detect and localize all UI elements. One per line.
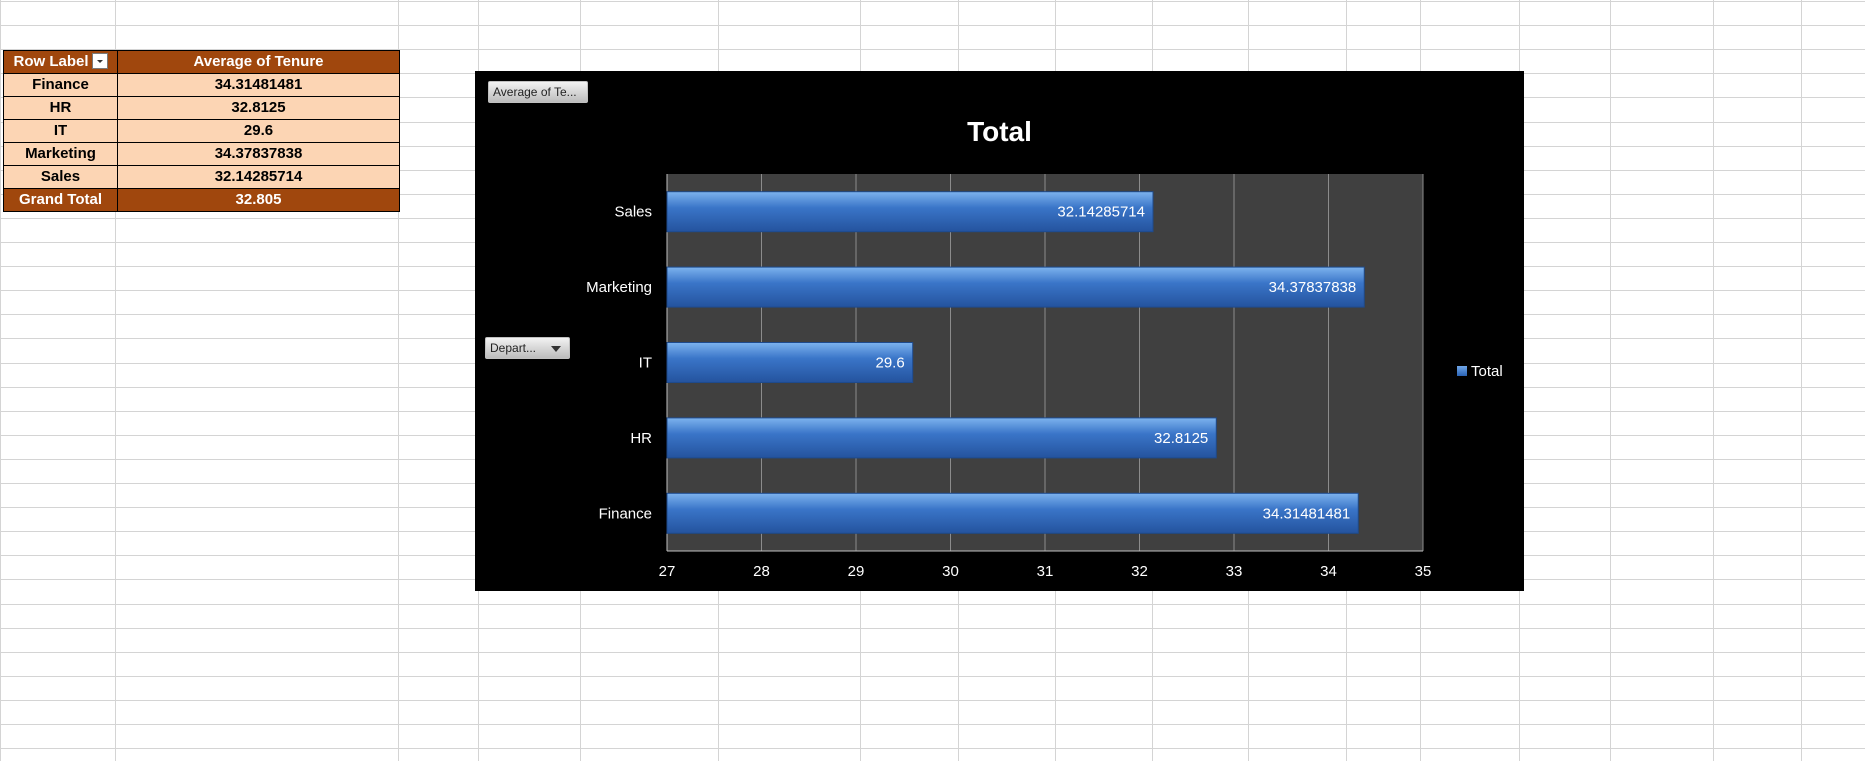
bar-it[interactable]: [666, 342, 914, 383]
chart-legend: Total: [1457, 363, 1503, 380]
measure-field-button[interactable]: Average of Te...: [488, 81, 588, 103]
pivot-row-label: Sales: [3, 165, 118, 189]
department-field-label: Depart...: [490, 341, 537, 355]
value-header: Average of Tenure: [117, 50, 400, 74]
legend-label: Total: [1471, 363, 1503, 380]
bar-plot: 27 28 29 30 31 32 33 34 35 34.31481481 Finance 32.8…: [586, 174, 1432, 580]
bar-sales[interactable]: [666, 191, 1154, 233]
pivot-chart[interactable]: Total 27 28 29 30 31 32 33 34 35 34.31481481 Finan…: [475, 71, 1524, 591]
pivot-row: HR 32.8125: [3, 96, 400, 120]
grand-total-row: Grand Total 32.805: [3, 188, 400, 212]
pivot-row-label: HR: [3, 96, 118, 120]
pivot-row: IT 29.6: [3, 119, 400, 143]
x-tick-label: 33: [1226, 563, 1243, 580]
legend-swatch: [1457, 366, 1467, 377]
grand-total-label: Grand Total: [3, 188, 118, 212]
pivot-row: Marketing 34.37837838: [3, 142, 400, 166]
data-label: 32.14285714: [1057, 204, 1145, 221]
row-label-header-text: Row Label: [13, 53, 89, 70]
category-label: HR: [630, 430, 652, 447]
pivot-table: Row Label Average of Tenure Finance 34.3…: [3, 50, 400, 212]
x-tick-label: 32: [1131, 563, 1148, 580]
x-tick-label: 34: [1320, 563, 1337, 580]
data-label: 29.6: [875, 355, 904, 372]
x-tick-label: 28: [753, 563, 770, 580]
pivot-row: Finance 34.31481481: [3, 73, 400, 97]
chart-title: Total: [967, 116, 1032, 147]
x-tick-label: 27: [659, 563, 676, 580]
row-label-header: Row Label: [3, 50, 118, 74]
x-tick-label: 30: [942, 563, 959, 580]
pivot-row-label: Finance: [3, 73, 118, 97]
pivot-row-label: IT: [3, 119, 118, 143]
x-tick-label: 31: [1037, 563, 1054, 580]
pivot-row: Sales 32.14285714: [3, 165, 400, 189]
data-label: 32.8125: [1154, 430, 1208, 447]
x-tick-label: 35: [1415, 563, 1432, 580]
data-label: 34.31481481: [1263, 505, 1351, 522]
bar-marketing[interactable]: [666, 266, 1365, 308]
chevron-down-icon: [551, 346, 561, 352]
bar-hr[interactable]: [666, 417, 1217, 459]
x-tick-label: 29: [848, 563, 865, 580]
filter-dropdown-icon: [96, 60, 103, 64]
row-label-filter-button[interactable]: [91, 53, 108, 70]
pivot-row-label: Marketing: [3, 142, 118, 166]
category-label: Sales: [614, 204, 652, 221]
pivot-row-value: 34.31481481: [117, 73, 400, 97]
pivot-row-value: 29.6: [117, 119, 400, 143]
pivot-row-value: 32.8125: [117, 96, 400, 120]
pivot-header-row: Row Label Average of Tenure: [3, 50, 400, 74]
pivot-row-value: 34.37837838: [117, 142, 400, 166]
category-label: Finance: [599, 505, 652, 522]
pivot-row-value: 32.14285714: [117, 165, 400, 189]
grand-total-value: 32.805: [117, 188, 400, 212]
data-label: 34.37837838: [1269, 279, 1357, 296]
department-field-button[interactable]: Depart...: [485, 337, 570, 359]
category-label: IT: [639, 355, 652, 372]
bar-finance[interactable]: [666, 492, 1359, 534]
category-label: Marketing: [586, 279, 652, 296]
